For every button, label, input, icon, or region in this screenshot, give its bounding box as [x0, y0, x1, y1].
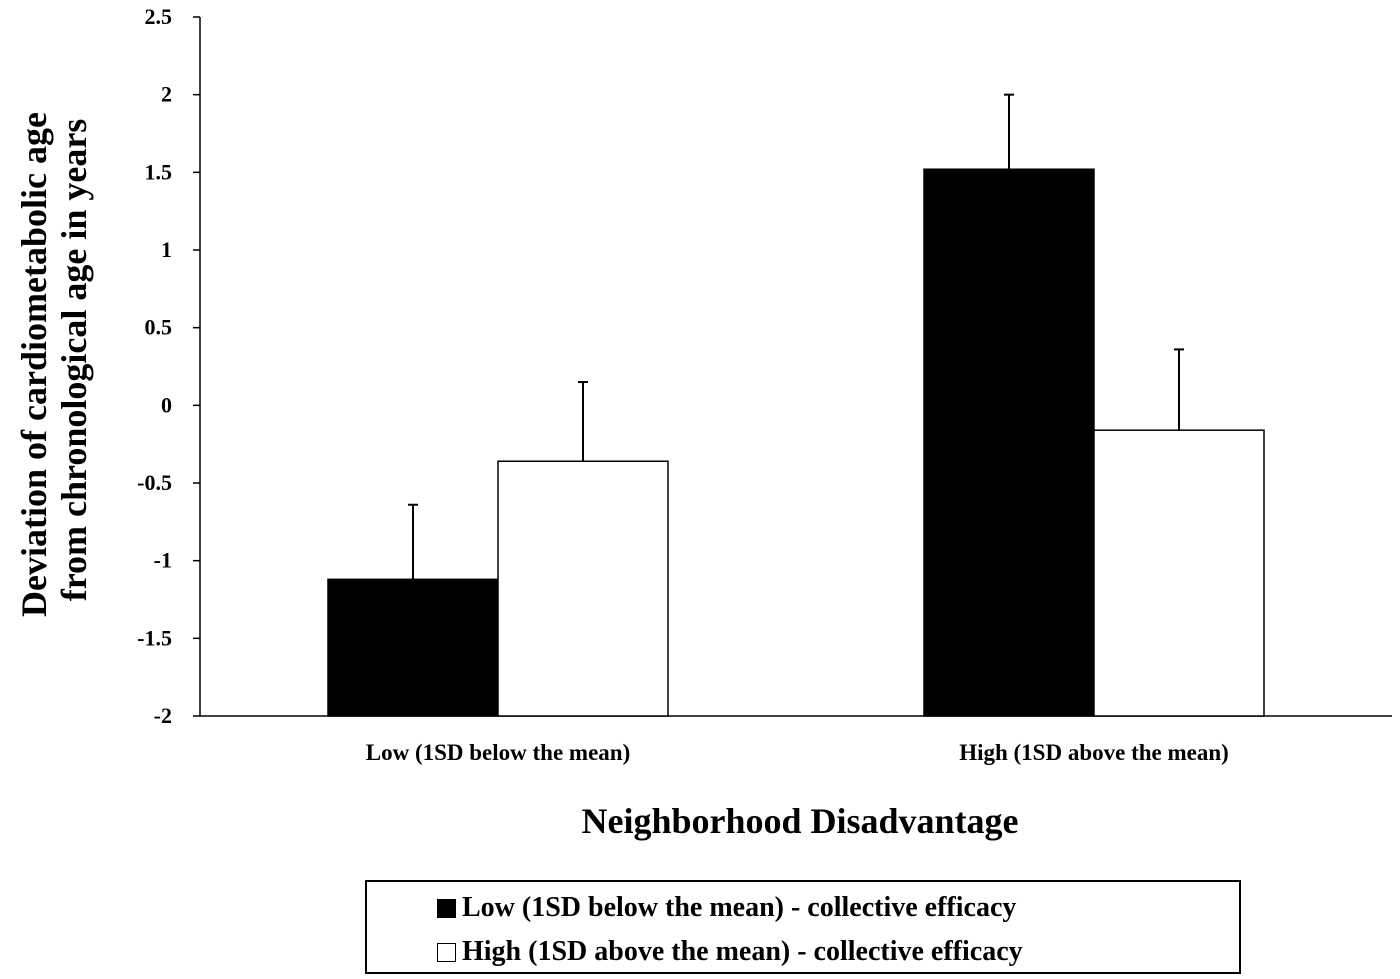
y-tick-label: 1.5 [145, 159, 173, 184]
bar-high-efficacy-high-disadvantage [1093, 429, 1265, 717]
y-tick-labels: 2.5 2 1.5 1 0.5 0 -0.5 -1 -1.5 -2 [137, 4, 172, 728]
legend-label-low: Low (1SD below the mean) - collective ef… [462, 892, 1017, 923]
legend-swatch-high [437, 942, 456, 962]
y-tick-label: 1 [161, 237, 172, 262]
legend-item-high: High (1SD above the mean) - collective e… [437, 936, 1023, 968]
x-category-label: Low (1SD below the mean) [366, 740, 631, 765]
y-axis-title-line-2: from chronological age in years [54, 119, 94, 602]
y-tick-label: 2.5 [145, 4, 173, 29]
x-category-labels: Low (1SD below the mean) High (1SD above … [366, 740, 1229, 765]
y-tick-label: 2 [161, 82, 172, 107]
bar-low-efficacy-low-disadvantage [327, 578, 499, 717]
y-tick-label: -2 [154, 703, 172, 728]
y-tick-label: -1 [154, 548, 172, 573]
bar-low-efficacy-high-disadvantage [923, 168, 1095, 717]
bars [327, 168, 1265, 717]
x-category-label: High (1SD above the mean) [959, 740, 1229, 765]
legend: Low (1SD below the mean) - collective ef… [365, 880, 1241, 974]
legend-swatch-low [437, 898, 456, 918]
legend-label-high: High (1SD above the mean) - collective e… [462, 936, 1023, 967]
y-tick-label: 0.5 [145, 315, 173, 340]
y-tick-label: -0.5 [137, 470, 172, 495]
y-tick-label: -1.5 [137, 625, 172, 650]
bar-high-efficacy-low-disadvantage [497, 460, 669, 717]
legend-item-low: Low (1SD below the mean) - collective ef… [437, 892, 1016, 924]
y-axis-title: Deviation of cardiometabolic age from ch… [14, 103, 94, 617]
y-axis-title-line-1: Deviation of cardiometabolic age [14, 112, 54, 617]
x-axis-title: Neighborhood Disadvantage [581, 801, 1018, 841]
error-bars [408, 93, 1184, 580]
y-tick-label: 0 [161, 392, 172, 417]
